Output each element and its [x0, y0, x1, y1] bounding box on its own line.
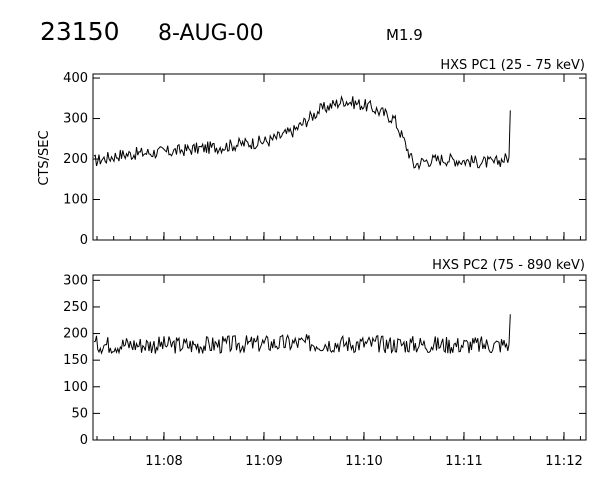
y-tick-label: 100: [63, 193, 88, 208]
orbit-number: 23150: [40, 17, 120, 46]
pc2-panel: HXS PC2 (75 - 890 keV) 0 50 100 150 200 250 30…: [63, 258, 587, 469]
y-tick-label: 300: [63, 112, 88, 127]
y-tick-label: 250: [63, 300, 88, 315]
y-tick-label: 100: [63, 380, 88, 395]
y-tick-label: 400: [63, 71, 88, 86]
pc2-title: HXS PC2 (75 - 890 keV): [432, 258, 585, 273]
x-tick-label: 11:09: [245, 454, 282, 469]
x-tick-label: 11:12: [545, 454, 582, 469]
y-axis-label: CTS/SEC: [37, 130, 52, 185]
flare-class: M1.9: [386, 26, 423, 44]
y-tick-label: 0: [80, 233, 88, 248]
y-tick-label: 150: [63, 353, 88, 368]
plot-frame: [92, 73, 587, 241]
date-label: 8-AUG-00: [158, 21, 264, 46]
x-tick-label: 11:08: [145, 454, 182, 469]
count-rate-trace: [93, 94, 511, 171]
y-tick-label: 200: [63, 327, 88, 342]
x-tick-label: 11:10: [345, 454, 382, 469]
x-tick-label: 11:11: [445, 454, 482, 469]
y-tick-label: 0: [80, 433, 88, 448]
count-rate-trace: [93, 314, 511, 355]
pc1-panel: HXS PC1 (25 - 75 keV) CTS/SEC 0 100 200 300…: [37, 58, 587, 248]
y-tick-label: 200: [63, 152, 88, 167]
y-tick-label: 300: [63, 273, 88, 288]
pc1-title: HXS PC1 (25 - 75 keV): [440, 58, 585, 73]
y-tick-label: 50: [71, 406, 88, 421]
plot-frame: [92, 274, 587, 441]
